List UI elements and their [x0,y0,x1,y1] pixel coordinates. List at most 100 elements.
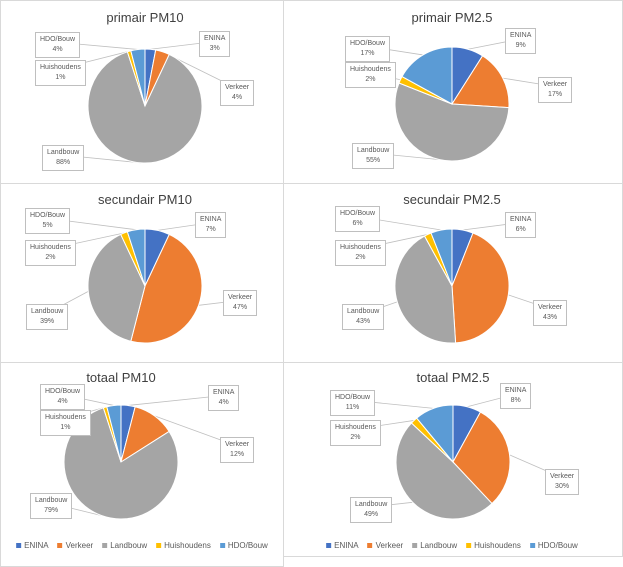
pie-slice-hdo-bouw [401,46,453,105]
legend-item-hdo-bouw: HDO/Bouw [529,541,578,550]
data-label-hdo-bouw: HDO/Bouw 17% [345,36,391,62]
data-label-category: HDO/Bouw [40,36,76,43]
pie-slice-landbouw [87,233,146,342]
legend-label: ENINA [334,541,359,550]
pie-slice-hdo-bouw [430,228,453,287]
data-label-value: 12% [230,451,245,458]
data-label-verkeer: Verkeer 17% [538,77,573,103]
data-label-huishoudens: Huishoudens 2% [345,62,396,88]
data-label-category: ENINA [510,32,532,39]
pie-slice-hdo-bouw [415,404,454,464]
data-label-huishoudens: Huishoudens 2% [330,420,381,446]
data-label-enina: ENINA 6% [505,212,537,238]
data-label-category: Landbouw [47,149,80,156]
legend-swatch [412,543,418,549]
data-label-category: Verkeer [225,84,250,91]
data-label-enina: ENINA 3% [199,31,231,57]
data-label-value: 5% [42,222,53,229]
data-label-value: 6% [352,220,363,227]
data-label-value: 47% [233,304,248,311]
chart-legend: ENINA Verkeer Landbouw Huishoudens HDO/Bouw [16,541,268,550]
data-label-value: 79% [44,507,59,514]
legend-item-verkeer: Verkeer [57,541,93,550]
data-label-huishoudens: Huishoudens 1% [35,60,86,86]
pie-slice-verkeer [130,233,203,344]
data-label-category: ENINA [510,216,532,223]
data-label-value: 11% [345,404,360,411]
legend-label: HDO/Bouw [537,541,578,550]
data-label-value: 88% [56,159,71,166]
data-label-value: 2% [350,434,361,441]
legend-label: ENINA [24,541,49,550]
pie-slice-hdo-bouw [130,48,146,107]
data-label-category: Verkeer [538,304,563,311]
data-label-value: 49% [364,511,379,518]
data-label-value: 30% [555,483,570,490]
data-label-hdo-bouw: HDO/Bouw 4% [35,32,81,58]
data-label-category: ENINA [505,387,527,394]
data-label-hdo-bouw: HDO/Bouw 11% [330,390,376,416]
data-label-value: 8% [510,397,521,404]
data-label-value: 9% [515,42,526,49]
legend-item-enina: ENINA [326,541,359,550]
chart-title: secundair PM10 [98,192,192,207]
pie-slice-hdo-bouw [106,404,122,463]
data-label-hdo-bouw: HDO/Bouw 5% [25,208,71,234]
legend-label: Huishoudens [164,541,211,550]
legend-item-huishoudens: Huishoudens [156,541,211,550]
data-label-hdo-bouw: HDO/Bouw 6% [335,206,381,232]
data-label-huishoudens: Huishoudens 1% [40,410,91,436]
legend-swatch [529,543,535,549]
data-label-enina: ENINA 8% [500,383,532,409]
chart-title: primair PM10 [106,10,184,25]
data-label-value: 7% [205,226,216,233]
chart-legend: ENINA Verkeer Landbouw Huishoudens HDO/Bouw [326,541,578,550]
data-label-enina: ENINA 9% [505,28,537,54]
legend-label: Landbouw [110,541,148,550]
data-label-category: Landbouw [355,501,388,508]
data-label-value: 17% [548,91,563,98]
data-label-value: 4% [218,399,229,406]
data-label-landbouw: Landbouw 88% [42,145,85,171]
data-label-category: HDO/Bouw [350,40,386,47]
data-label-category: Landbouw [31,308,64,315]
data-label-huishoudens: Huishoudens 2% [335,240,386,266]
data-label-landbouw: Landbouw 49% [350,497,393,523]
data-label-category: Verkeer [550,473,575,480]
data-label-value: 2% [365,76,376,83]
data-label-category: Verkeer [225,441,250,448]
pie-slice-verkeer [451,232,510,344]
data-label-category: Landbouw [347,308,380,315]
data-label-value: 43% [356,318,371,325]
data-label-value: 39% [40,318,55,325]
legend-item-huishoudens: Huishoudens [466,541,521,550]
legend-label: Huishoudens [474,541,521,550]
legend-item-landbouw: Landbouw [102,541,147,550]
data-label-value: 1% [60,424,71,431]
data-label-landbouw: Landbouw 79% [30,493,73,519]
data-label-category: HDO/Bouw [45,388,81,395]
legend-swatch [156,543,162,549]
data-label-category: Huishoudens [40,64,81,71]
data-label-category: Huishoudens [350,66,391,73]
pie-slice-landbouw [394,82,510,162]
data-label-category: Huishoudens [30,244,71,251]
pie-slice-landbouw [87,51,203,164]
data-label-category: ENINA [200,216,222,223]
legend-swatch [326,543,332,549]
data-label-hdo-bouw: HDO/Bouw 4% [40,384,86,410]
pie-slice-landbouw [395,422,493,520]
data-label-verkeer: Verkeer 30% [545,469,580,495]
data-label-category: Landbouw [35,497,68,504]
legend-swatch [16,543,22,549]
data-label-value: 55% [366,157,381,164]
data-label-value: 1% [55,74,66,81]
data-label-value: 4% [57,398,68,405]
legend-swatch [57,543,63,549]
legend-item-verkeer: Verkeer [367,541,403,550]
data-label-landbouw: Landbouw 55% [352,143,395,169]
data-label-category: HDO/Bouw [30,212,66,219]
data-label-enina: ENINA 7% [195,212,227,238]
data-label-category: Huishoudens [340,244,381,251]
